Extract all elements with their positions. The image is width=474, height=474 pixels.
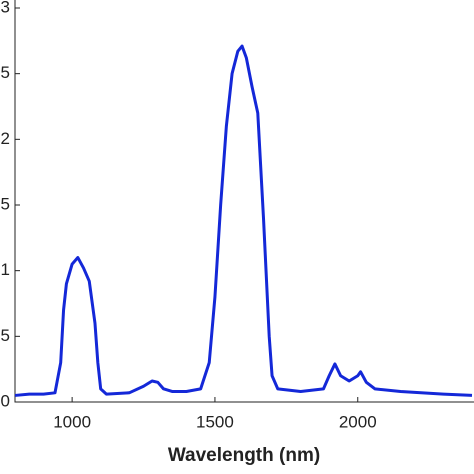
y-tick-label: 2 (1, 129, 10, 148)
y-tick-label: 1.5 (0, 194, 10, 213)
y-tick-label: 0 (1, 391, 10, 410)
y-tick-label: 1 (1, 260, 10, 279)
x-axis-label: Wavelength (nm) (168, 445, 320, 466)
y-tick-label: 0.5 (0, 326, 10, 345)
y-tick-label: 3 (1, 0, 10, 16)
y-tick-label: 2.5 (0, 63, 10, 82)
plot-frame (14, 0, 474, 403)
x-tick-label: 1000 (53, 412, 91, 431)
x-tick-label: 2000 (339, 412, 377, 431)
x-tick-label: 1500 (196, 412, 234, 431)
data-line (14, 44, 473, 397)
